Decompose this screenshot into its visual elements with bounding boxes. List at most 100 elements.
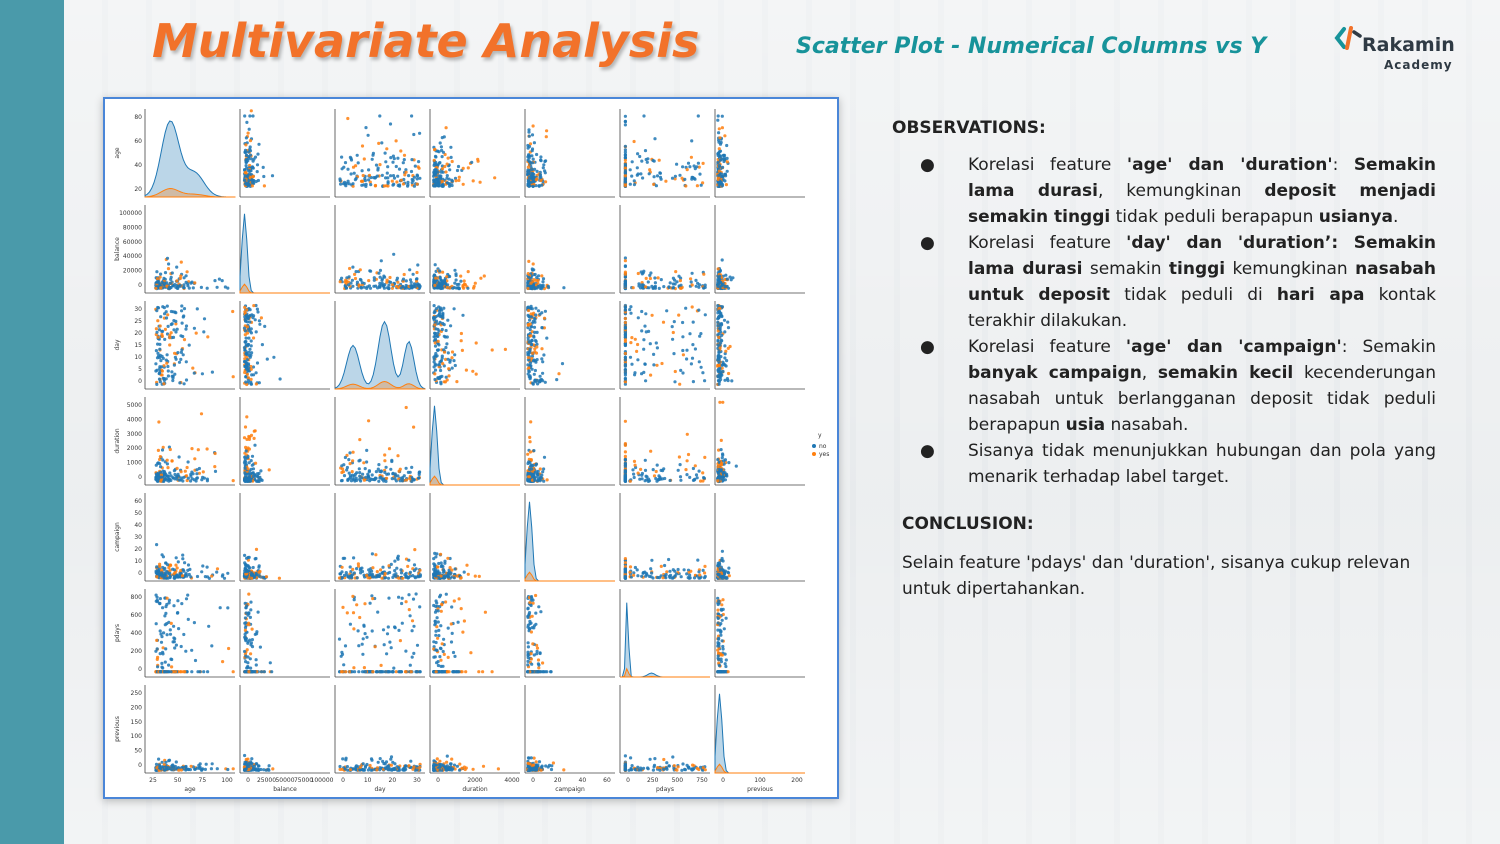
scatter-point [482, 274, 486, 278]
scatter-point [533, 167, 537, 171]
scatter-point [248, 153, 253, 157]
scatter-point [402, 272, 406, 277]
scatter-point [251, 471, 255, 475]
scatter-point [540, 357, 544, 361]
scatter-point [163, 660, 167, 664]
scatter-point [351, 182, 355, 186]
scatter-point [445, 342, 449, 346]
scatter-point [435, 178, 439, 182]
scatter-point [411, 272, 415, 276]
scatter-point [718, 274, 722, 278]
scatter-point [527, 156, 531, 160]
scatter-point [171, 476, 175, 480]
scatter-point [362, 478, 366, 482]
scatter-point [693, 464, 697, 468]
scatter-point [346, 167, 350, 171]
scatter-point [697, 360, 701, 364]
scatter-point [342, 165, 346, 169]
scatter-point [438, 141, 442, 145]
scatter-point [361, 472, 365, 476]
scatter-point [186, 460, 190, 464]
scatter-point [718, 567, 722, 571]
scatter-point [184, 378, 189, 382]
scatter-point [722, 570, 727, 575]
scatter-point [167, 566, 171, 570]
scatter-point [539, 155, 543, 159]
scatter-point [529, 312, 533, 316]
scatter-point [401, 576, 405, 580]
scatter-point [203, 575, 207, 579]
y-tick-label: 40000 [123, 253, 142, 260]
scatter-point [560, 362, 565, 366]
scatter-point [384, 465, 388, 469]
scatter-point [243, 333, 247, 337]
scatter-point [530, 343, 534, 347]
scatter-point [185, 465, 189, 470]
scatter-point [628, 570, 632, 574]
scatter-point [245, 358, 249, 362]
scatter-point [445, 181, 450, 185]
scatter-point [361, 173, 365, 178]
scatter-point [387, 283, 391, 287]
scatter-point [397, 167, 402, 171]
scatter-point [636, 358, 640, 362]
scatter-point [437, 150, 441, 154]
scatter-point [366, 133, 370, 137]
y-tick-label: 10 [134, 354, 142, 361]
scatter-point [684, 468, 688, 472]
scatter-point [701, 471, 705, 475]
scatter-point [165, 622, 169, 626]
scatter-point [447, 367, 451, 371]
scatter-point [632, 475, 636, 480]
scatter-point [623, 473, 628, 478]
scatter-point [538, 175, 542, 180]
scatter-point [340, 155, 344, 159]
scatter-point [193, 658, 198, 663]
scatter-point [255, 361, 260, 365]
y-tick-label: 25 [134, 318, 142, 325]
scatter-point [377, 141, 381, 145]
scatter-point [529, 315, 533, 319]
scatter-point [387, 447, 392, 451]
scatter-point [433, 310, 437, 314]
scatter-point [722, 153, 726, 158]
scatter-point [529, 458, 533, 462]
scatter-point [534, 306, 538, 310]
scatter-point [213, 451, 217, 456]
scatter-point [720, 339, 724, 343]
scatter-point [727, 566, 731, 570]
scatter-point [645, 160, 649, 164]
scatter-point [432, 315, 436, 319]
scatter-point [175, 466, 179, 470]
scatter-point [180, 602, 184, 606]
scatter-point [260, 670, 264, 674]
scatter-point [351, 165, 356, 169]
scatter-point [343, 455, 347, 460]
scatter-point [531, 351, 535, 355]
scatter-point [249, 600, 253, 604]
scatter-point [526, 165, 530, 169]
scatter-point [348, 451, 352, 455]
scatter-point [200, 478, 204, 482]
scatter-point [623, 158, 628, 162]
scatter-point [723, 158, 727, 162]
scatter-point [218, 606, 222, 610]
scatter-point [376, 574, 380, 578]
scatter-point [436, 170, 440, 174]
scatter-point [340, 276, 344, 280]
scatter-point [402, 177, 406, 182]
scatter-point [249, 382, 253, 386]
scatter-point [716, 458, 720, 462]
scatter-point [438, 176, 442, 180]
scatter-point [720, 157, 724, 161]
scatter-point [408, 570, 412, 574]
scatter-point [184, 327, 188, 331]
scatter-point [679, 478, 683, 482]
scatter-point [542, 455, 547, 459]
scatter-point [631, 286, 635, 290]
scatter-point [349, 172, 353, 176]
scatter-point [441, 321, 445, 326]
scatter-point [653, 137, 657, 141]
scatter-point [457, 178, 461, 182]
scatter-point [727, 371, 731, 376]
